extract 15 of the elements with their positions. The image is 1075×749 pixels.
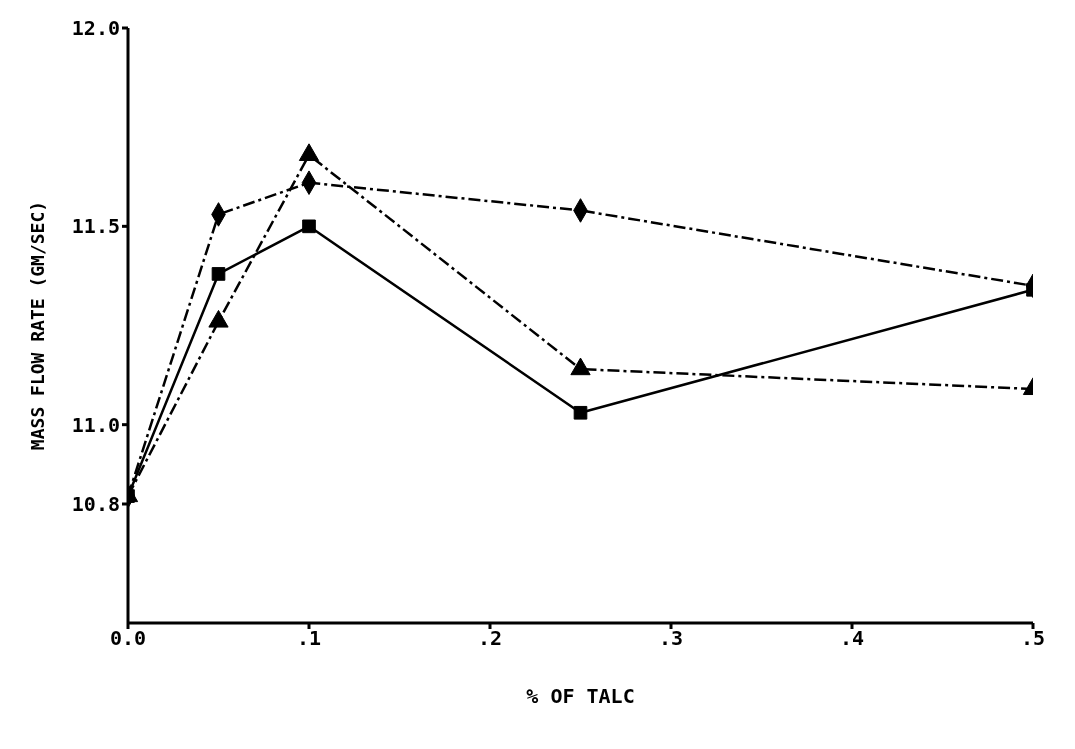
y-tick-label: 12.0 (71, 16, 120, 41)
x-tick-label: .3 (658, 626, 684, 651)
y-tick-label: 10.8 (71, 492, 120, 517)
y-axis-title: MASS FLOW RATE (GM/SEC) (27, 200, 49, 451)
x-tick-label: .2 (477, 626, 503, 651)
point (211, 267, 226, 281)
x-tick-label: 0.0 (109, 626, 147, 651)
x-tick-label: .1 (296, 626, 322, 651)
y-tick-label: 11.0 (71, 412, 120, 437)
x-tick-label: .5 (1020, 626, 1046, 651)
x-tick-label: .4 (839, 626, 865, 651)
point (302, 219, 316, 234)
y-tick-label: 11.5 (71, 214, 120, 239)
point (573, 405, 588, 420)
x-axis-title: % OF TALC (526, 684, 635, 708)
